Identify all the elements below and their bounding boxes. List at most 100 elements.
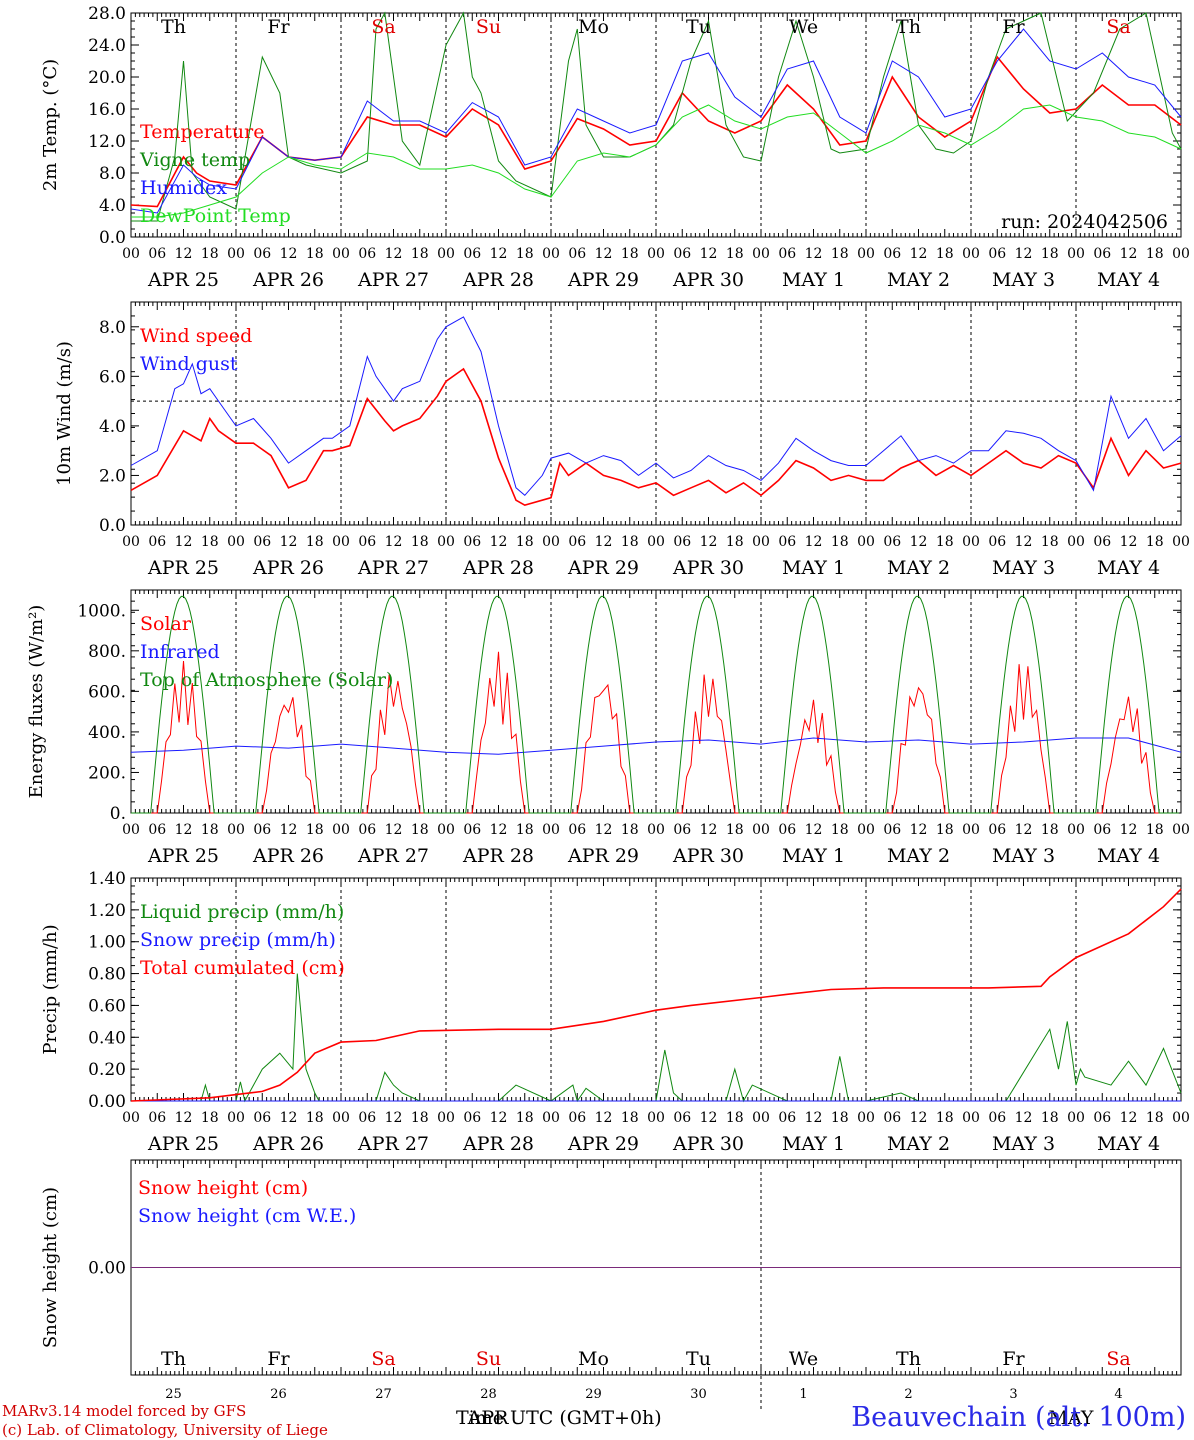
legend-entry: Snow height (cm W.E.) — [138, 1205, 356, 1227]
y-tick-label: 24.0 — [88, 36, 126, 56]
x-hour-label: 18 — [936, 534, 954, 550]
x-hour-label: 12 — [700, 822, 718, 838]
x-hour-label: 00 — [542, 534, 560, 550]
x-hour-label: 12 — [805, 1110, 823, 1126]
day-letter-bottom: Sa — [371, 1348, 395, 1370]
x-hour-label: 06 — [778, 246, 796, 262]
y-tick-label: 0. — [110, 804, 126, 824]
day-number: 4 — [1114, 1387, 1122, 1402]
x-hour-label: 12 — [1120, 534, 1138, 550]
y-tick-label: 12.0 — [88, 132, 126, 152]
y-axis-label: 2m Temp. (°C) — [40, 59, 61, 191]
y-tick-label: 2.0 — [99, 466, 126, 486]
x-hour-label: 18 — [726, 822, 744, 838]
x-date-label: APR 29 — [567, 557, 639, 579]
x-hour-label: 18 — [411, 822, 429, 838]
x-axis-title: Time UTC (GMT+0h) — [456, 1407, 662, 1429]
x-hour-label: 18 — [201, 534, 219, 550]
x-hour-label: 00 — [332, 1110, 350, 1126]
x-hour-label: 00 — [542, 246, 560, 262]
x-hour-label: 06 — [883, 1110, 901, 1126]
x-date-label: MAY 3 — [992, 557, 1055, 579]
x-hour-label: 00 — [227, 534, 245, 550]
x-hour-label: 12 — [280, 1110, 298, 1126]
day-number: 30 — [690, 1387, 707, 1402]
x-hour-label: 06 — [463, 822, 481, 838]
day-number: 25 — [165, 1387, 182, 1402]
x-hour-label: 00 — [227, 1110, 245, 1126]
legend-entry: Snow precip (mm/h) — [140, 929, 336, 951]
x-hour-label: 12 — [175, 246, 193, 262]
x-hour-label: 00 — [1067, 246, 1085, 262]
y-tick-label: 800. — [88, 642, 126, 662]
x-hour-label: 06 — [148, 246, 166, 262]
legend-entry: DewPoint Temp — [140, 205, 291, 227]
x-hour-label: 12 — [280, 246, 298, 262]
x-hour-label: 00 — [542, 822, 560, 838]
x-hour-label: 18 — [621, 1110, 639, 1126]
x-hour-label: 18 — [201, 822, 219, 838]
x-date-label: APR 28 — [462, 845, 534, 867]
x-date-label: APR 30 — [672, 557, 744, 579]
x-hour-label: 00 — [1067, 1110, 1085, 1126]
x-hour-label: 18 — [516, 246, 534, 262]
y-tick-label: 1.00 — [88, 933, 126, 953]
x-hour-label: 06 — [673, 534, 691, 550]
day-number: 29 — [585, 1387, 602, 1402]
y-tick-label: 28.0 — [88, 4, 126, 24]
x-hour-label: 12 — [280, 822, 298, 838]
series-line-2 — [130, 28, 1182, 214]
x-date-label: APR 26 — [252, 1133, 324, 1155]
x-hour-label: 06 — [253, 534, 271, 550]
day-letter-top: Su — [476, 16, 501, 38]
x-date-label: APR 26 — [252, 269, 324, 291]
x-hour-label: 00 — [122, 1110, 140, 1126]
legend-entry: Total cumulated (cm) — [140, 957, 345, 979]
x-hour-label: 18 — [1146, 246, 1164, 262]
x-hour-label: 18 — [621, 534, 639, 550]
day-letter-top: Sa — [371, 16, 395, 38]
x-hour-label: 00 — [1172, 246, 1190, 262]
series-line-3 — [131, 104, 1182, 218]
x-hour-label: 18 — [306, 1110, 324, 1126]
x-hour-label: 12 — [1120, 822, 1138, 838]
x-hour-label: 06 — [463, 534, 481, 550]
day-number: 1 — [799, 1387, 807, 1402]
x-hour-label: 00 — [962, 534, 980, 550]
x-hour-label: 06 — [1093, 534, 1111, 550]
day-letter-top: Tu — [686, 16, 711, 38]
x-hour-label: 06 — [463, 246, 481, 262]
x-hour-label: 00 — [437, 534, 455, 550]
x-date-label: APR 29 — [567, 269, 639, 291]
x-hour-label: 00 — [962, 822, 980, 838]
x-hour-label: 06 — [568, 1110, 586, 1126]
x-hour-label: 06 — [358, 1110, 376, 1126]
x-hour-label: 18 — [936, 1110, 954, 1126]
x-hour-label: 12 — [385, 246, 403, 262]
x-hour-label: 06 — [673, 1110, 691, 1126]
x-hour-label: 00 — [752, 1110, 770, 1126]
x-hour-label: 18 — [411, 246, 429, 262]
x-hour-label: 06 — [1093, 246, 1111, 262]
day-letter-bottom: Th — [896, 1348, 921, 1370]
x-hour-label: 06 — [253, 822, 271, 838]
day-letter-bottom: Mo — [578, 1348, 609, 1370]
x-hour-label: 12 — [490, 534, 508, 550]
x-hour-label: 00 — [1067, 534, 1085, 550]
x-hour-label: 00 — [1172, 1110, 1190, 1126]
x-hour-label: 00 — [752, 822, 770, 838]
x-hour-label: 06 — [148, 534, 166, 550]
panel-frame — [130, 589, 1182, 814]
run-label: run: 2024042506 — [1001, 211, 1168, 233]
y-axis-label: 10m Wind (m/s) — [54, 341, 75, 486]
x-hour-label: 12 — [1120, 246, 1138, 262]
x-date-label: MAY 1 — [782, 845, 845, 867]
x-hour-label: 12 — [385, 1110, 403, 1126]
x-hour-label: 06 — [778, 822, 796, 838]
x-hour-label: 18 — [621, 246, 639, 262]
x-date-label: MAY 3 — [992, 1133, 1055, 1155]
x-hour-label: 06 — [568, 246, 586, 262]
x-date-label: APR 30 — [672, 845, 744, 867]
y-tick-label: 1.20 — [88, 901, 126, 921]
x-hour-label: 18 — [621, 822, 639, 838]
